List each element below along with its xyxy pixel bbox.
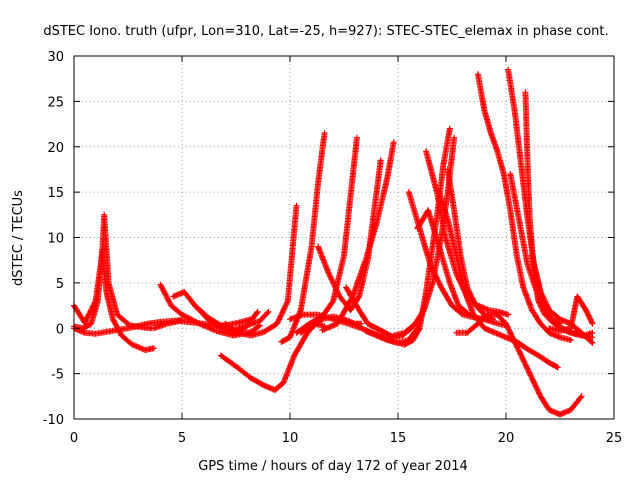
series-arc-27 bbox=[505, 66, 596, 339]
y-tick-label: 30 bbox=[47, 50, 64, 65]
series-arc-29 bbox=[507, 171, 596, 341]
series-arc-26 bbox=[474, 71, 574, 343]
y-tick-label: -5 bbox=[51, 368, 64, 383]
y-tick-label: 0 bbox=[56, 322, 64, 337]
series-arc-11 bbox=[293, 134, 360, 336]
series-markers bbox=[278, 130, 328, 345]
series-arc-25 bbox=[444, 166, 496, 323]
x-tick-label: 0 bbox=[70, 431, 78, 446]
data-series bbox=[71, 66, 596, 418]
series-arc-30 bbox=[528, 252, 596, 346]
series-markers bbox=[157, 281, 263, 339]
x-axis-label: GPS time / hours of day 172 of year 2014 bbox=[198, 459, 468, 474]
series-markers bbox=[444, 166, 496, 323]
series-markers bbox=[474, 71, 574, 343]
y-tick-label: 15 bbox=[47, 186, 64, 201]
series-markers bbox=[222, 202, 300, 339]
series-arc-10 bbox=[278, 130, 328, 345]
series-markers bbox=[528, 252, 596, 346]
series-markers bbox=[453, 311, 585, 418]
series-markers bbox=[505, 66, 596, 339]
series-arc-31 bbox=[546, 293, 596, 334]
y-tick-label: -10 bbox=[43, 413, 64, 428]
x-tick-label: 15 bbox=[390, 431, 407, 446]
y-tick-label: 10 bbox=[47, 232, 64, 247]
y-tick-label: 25 bbox=[47, 95, 64, 110]
series-markers bbox=[522, 89, 563, 327]
series-markers bbox=[507, 171, 596, 341]
series-markers bbox=[546, 293, 596, 334]
series-arc-28 bbox=[522, 89, 563, 327]
x-tick-label: 25 bbox=[606, 431, 623, 446]
x-tick-label: 5 bbox=[178, 431, 186, 446]
series-arc-5 bbox=[157, 281, 263, 339]
x-tick-label: 10 bbox=[282, 431, 299, 446]
y-tick-label: 20 bbox=[47, 141, 64, 156]
x-tick-label: 20 bbox=[498, 431, 515, 446]
y-tick-label: 5 bbox=[56, 277, 64, 292]
series-arc-8 bbox=[222, 202, 300, 339]
chart-title: dSTEC Iono. truth (ufpr, Lon=310, Lat=-2… bbox=[43, 24, 608, 39]
grid bbox=[74, 56, 614, 419]
y-axis-label: dSTEC / TECUs bbox=[11, 190, 26, 286]
series-markers bbox=[293, 134, 360, 336]
series-arc-24 bbox=[453, 311, 585, 418]
axis-ticks: 0 5 10 15 20 25 -10 -5 0 5 10 15 20 25 30 bbox=[43, 50, 623, 446]
